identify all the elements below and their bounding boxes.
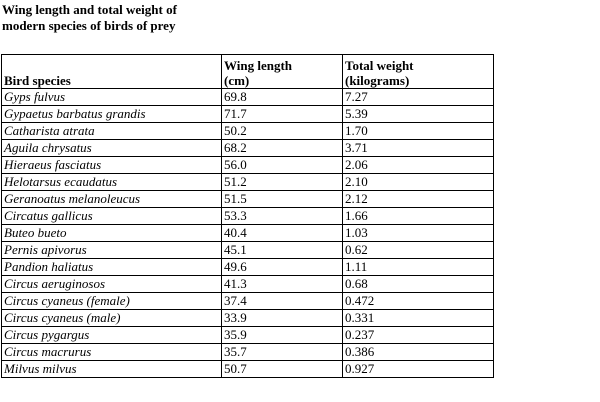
wing-cell: 53.3 (221, 207, 343, 225)
table-row: Circus pygargus 35.9 0.237 (1, 326, 494, 344)
weight-cell: 0.62 (342, 241, 494, 259)
table-row: Circus cyaneus (female) 37.4 0.472 (1, 292, 494, 310)
weight-cell: 7.27 (342, 88, 494, 106)
wing-cell: 71.7 (221, 105, 343, 123)
wing-cell: 69.8 (221, 88, 343, 106)
table-row: Helotarsus ecaudatus 51.2 2.10 (1, 173, 494, 191)
title-line-2: modern species of birds of prey (2, 18, 176, 33)
table-row: Geranoatus melanoleucus 51.5 2.12 (1, 190, 494, 208)
header-total-weight: Total weight (kilograms) (342, 54, 494, 89)
weight-cell: 2.10 (342, 173, 494, 191)
wing-cell: 50.2 (221, 122, 343, 140)
species-cell: Circus macrurus (1, 343, 222, 361)
wing-cell: 49.6 (221, 258, 343, 276)
wing-cell: 37.4 (221, 292, 343, 310)
species-cell: Gyps fulvus (1, 88, 222, 106)
species-cell: Pandion haliatus (1, 258, 222, 276)
species-cell: Circus cyaneus (female) (1, 292, 222, 310)
weight-cell: 0.927 (342, 360, 494, 378)
title-line-1: Wing length and total weight of (2, 2, 177, 17)
table-row: Catharista atrata 50.2 1.70 (1, 122, 494, 140)
header-row: Bird species Wing length (cm) Total weigh… (1, 54, 494, 89)
header-species: Bird species (1, 54, 222, 89)
species-cell: Circus aeruginosos (1, 275, 222, 293)
table-row: Milvus milvus 50.7 0.927 (1, 360, 494, 378)
species-cell: Buteo bueto (1, 224, 222, 242)
document-title: Wing length and total weight of modern s… (2, 2, 177, 34)
species-cell: Aguila chrysatus (1, 139, 222, 157)
weight-cell: 5.39 (342, 105, 494, 123)
species-cell: Hieraeus fasciatus (1, 156, 222, 174)
header-wing-length: Wing length (cm) (221, 54, 343, 89)
weight-cell: 2.12 (342, 190, 494, 208)
wing-cell: 35.7 (221, 343, 343, 361)
table-row: Circus cyaneus (male) 33.9 0.331 (1, 309, 494, 327)
wing-cell: 51.2 (221, 173, 343, 191)
table-row: Aguila chrysatus 68.2 3.71 (1, 139, 494, 157)
table-row: Gypaetus barbatus grandis 71.7 5.39 (1, 105, 494, 123)
weight-cell: 0.386 (342, 343, 494, 361)
weight-cell: 0.237 (342, 326, 494, 344)
species-cell: Helotarsus ecaudatus (1, 173, 222, 191)
weight-cell: 1.03 (342, 224, 494, 242)
species-cell: Catharista atrata (1, 122, 222, 140)
weight-cell: 2.06 (342, 156, 494, 174)
wing-cell: 41.3 (221, 275, 343, 293)
table-row: Circatus gallicus 53.3 1.66 (1, 207, 494, 225)
wing-cell: 50.7 (221, 360, 343, 378)
wing-cell: 40.4 (221, 224, 343, 242)
species-cell: Pernis apivorus (1, 241, 222, 259)
weight-cell: 0.472 (342, 292, 494, 310)
species-cell: Milvus milvus (1, 360, 222, 378)
wing-cell: 33.9 (221, 309, 343, 327)
wing-cell: 35.9 (221, 326, 343, 344)
table-row: Buteo bueto 40.4 1.03 (1, 224, 494, 242)
weight-cell: 0.68 (342, 275, 494, 293)
wing-cell: 68.2 (221, 139, 343, 157)
species-cell: Circatus gallicus (1, 207, 222, 225)
wing-cell: 56.0 (221, 156, 343, 174)
table-row: Hieraeus fasciatus 56.0 2.06 (1, 156, 494, 174)
birds-table: Bird species Wing length (cm) Total weigh… (1, 54, 494, 378)
table-row: Pernis apivorus 45.1 0.62 (1, 241, 494, 259)
weight-cell: 1.11 (342, 258, 494, 276)
species-cell: Gypaetus barbatus grandis (1, 105, 222, 123)
species-cell: Geranoatus melanoleucus (1, 190, 222, 208)
table-row: Pandion haliatus 49.6 1.11 (1, 258, 494, 276)
table-row: Gyps fulvus 69.8 7.27 (1, 88, 494, 106)
species-cell: Circus cyaneus (male) (1, 309, 222, 327)
table-row: Circus aeruginosos 41.3 0.68 (1, 275, 494, 293)
weight-cell: 0.331 (342, 309, 494, 327)
table-row: Circus macrurus 35.7 0.386 (1, 343, 494, 361)
weight-cell: 1.70 (342, 122, 494, 140)
wing-cell: 51.5 (221, 190, 343, 208)
weight-cell: 3.71 (342, 139, 494, 157)
species-cell: Circus pygargus (1, 326, 222, 344)
weight-cell: 1.66 (342, 207, 494, 225)
wing-cell: 45.1 (221, 241, 343, 259)
